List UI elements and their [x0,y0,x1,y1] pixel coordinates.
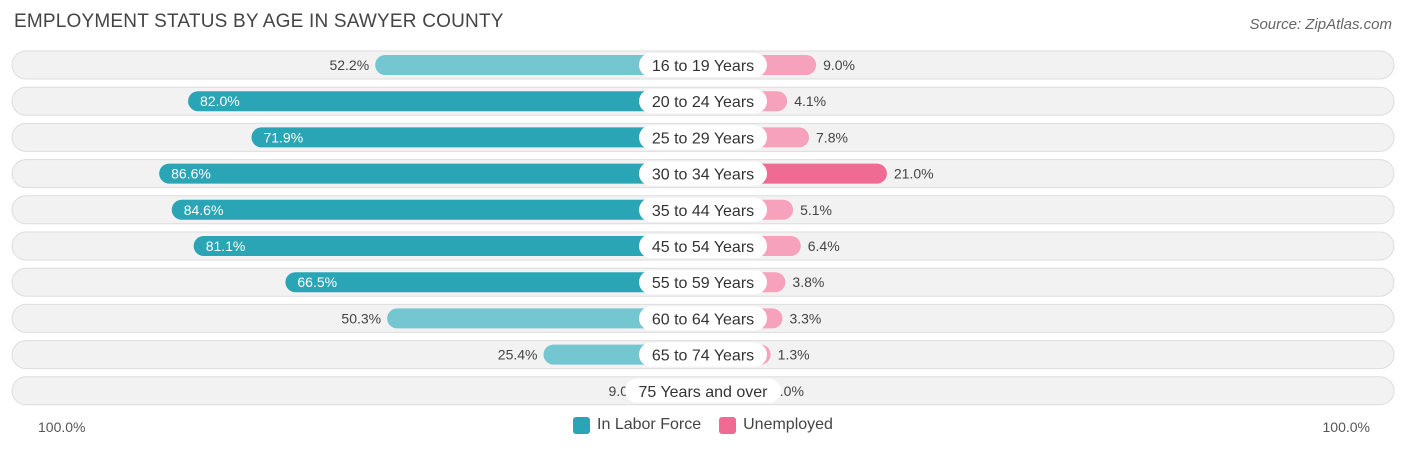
category-label: 60 to 64 Years [652,311,754,328]
category-label: 30 to 34 Years [652,167,754,184]
category-pill [639,306,767,331]
category-label: 75 Years and over [639,384,769,401]
category-pill [639,125,767,150]
bar-labor-force [171,199,703,220]
label-labor-force: 81.1% [206,238,246,254]
label-labor-force: 86.6% [171,166,211,182]
chart-title: EMPLOYMENT STATUS BY AGE IN SAWYER COUNT… [14,11,504,32]
category-pill [639,53,767,77]
label-labor-force: 82.0% [200,93,240,109]
label-unemployed: 3.8% [792,274,824,290]
category-pill [625,378,781,403]
legend-item-unemployed[interactable]: Unemployed [719,416,833,434]
bar-labor-force [285,272,703,293]
bar-labor-force [375,55,703,75]
source-note: Source: ZipAtlas.com [1249,16,1392,33]
label-unemployed: 1.3% [778,347,810,363]
legend-label-labor-force: In Labor Force [597,416,702,433]
label-unemployed: 21.0% [894,166,934,182]
category-pill [639,270,767,295]
label-labor-force: 25.4% [498,347,538,363]
category-pill [639,197,767,222]
category-pill [639,89,767,114]
label-unemployed: 7.8% [816,129,848,145]
legend-label-unemployed: Unemployed [743,416,833,433]
bar-labor-force [387,308,703,329]
category-label: 20 to 24 Years [652,94,754,111]
category-pill [639,342,767,367]
legend-swatch-unemployed [719,416,737,434]
category-pill [639,161,767,186]
category-label: 25 to 29 Years [652,130,754,147]
category-pill [639,234,767,258]
bar-labor-force [251,127,703,148]
legend: In Labor Force Unemployed [0,416,1406,434]
category-label: 55 to 59 Years [652,275,754,292]
bar-labor-force [193,236,703,256]
bar-labor-force [159,163,704,184]
label-unemployed: 9.0% [823,57,855,73]
label-labor-force: 84.6% [184,202,224,218]
label-unemployed: 6.4% [808,238,840,254]
label-unemployed: 3.3% [789,310,821,326]
axis-min-label: 100.0% [38,419,86,435]
label-unemployed: 4.1% [794,93,826,109]
label-labor-force: 71.9% [263,129,303,145]
label-labor-force: 50.3% [341,310,381,326]
legend-swatch-labor-force [573,416,591,434]
label-labor-force: 66.5% [297,274,337,290]
label-unemployed: 5.1% [800,202,832,218]
axis-max-label: 100.0% [1322,419,1370,435]
bar-labor-force [188,91,704,112]
label-labor-force: 52.2% [329,57,369,73]
legend-item-labor-force[interactable]: In Labor Force [573,416,701,434]
category-label: 35 to 44 Years [652,203,754,220]
category-label: 45 to 54 Years [652,239,754,256]
category-label: 65 to 74 Years [652,348,754,365]
category-label: 16 to 19 Years [652,58,754,75]
